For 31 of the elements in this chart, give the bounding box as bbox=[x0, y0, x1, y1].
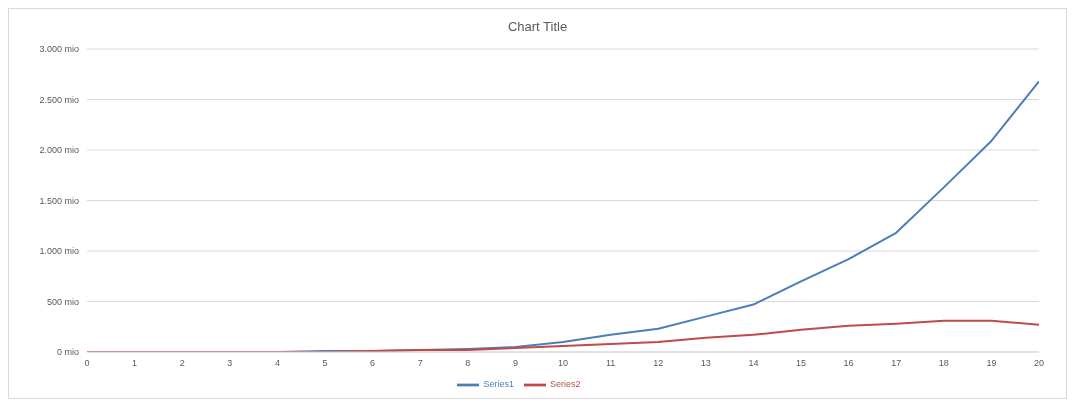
x-tick-label: 7 bbox=[417, 358, 423, 369]
x-tick-label: 16 bbox=[843, 358, 854, 369]
x-tick-label: 11 bbox=[605, 358, 616, 369]
legend-label: Series1 bbox=[483, 379, 514, 390]
chart-title: Chart Title bbox=[506, 18, 569, 36]
x-tick-label: 2 bbox=[179, 358, 185, 369]
x-tick-label: 14 bbox=[748, 358, 759, 369]
x-tick-label: 17 bbox=[891, 358, 902, 369]
x-tick-label: 13 bbox=[700, 358, 711, 369]
x-tick-label: 10 bbox=[557, 358, 569, 369]
y-tick-label: 1.000 mio bbox=[39, 246, 79, 257]
y-tick-label: 2.500 mio bbox=[39, 94, 79, 105]
x-tick-label: 3 bbox=[227, 358, 233, 369]
x-tick-label: 0 bbox=[84, 358, 90, 369]
x-tick-label: 12 bbox=[653, 358, 664, 369]
y-tick-label: 1.500 mio bbox=[39, 195, 79, 206]
x-tick-label: 1 bbox=[132, 358, 138, 369]
y-tick-label: 2.000 mio bbox=[39, 145, 79, 156]
x-tick-label: 4 bbox=[274, 358, 280, 369]
x-tick-label: 5 bbox=[322, 358, 328, 369]
x-tick-label: 15 bbox=[795, 358, 807, 369]
y-tick-label: 3.000 mio bbox=[39, 44, 79, 55]
x-tick-label: 18 bbox=[938, 358, 949, 369]
x-tick-label: 8 bbox=[465, 358, 471, 369]
x-tick-label: 20 bbox=[1033, 358, 1045, 369]
legend-label: Series2 bbox=[550, 379, 581, 390]
y-tick-label: 0 mio bbox=[56, 347, 79, 358]
y-tick-label: 500 mio bbox=[46, 296, 79, 307]
x-tick-label: 19 bbox=[986, 358, 997, 369]
x-tick-label: 6 bbox=[370, 358, 376, 369]
x-tick-label: 9 bbox=[512, 358, 518, 369]
